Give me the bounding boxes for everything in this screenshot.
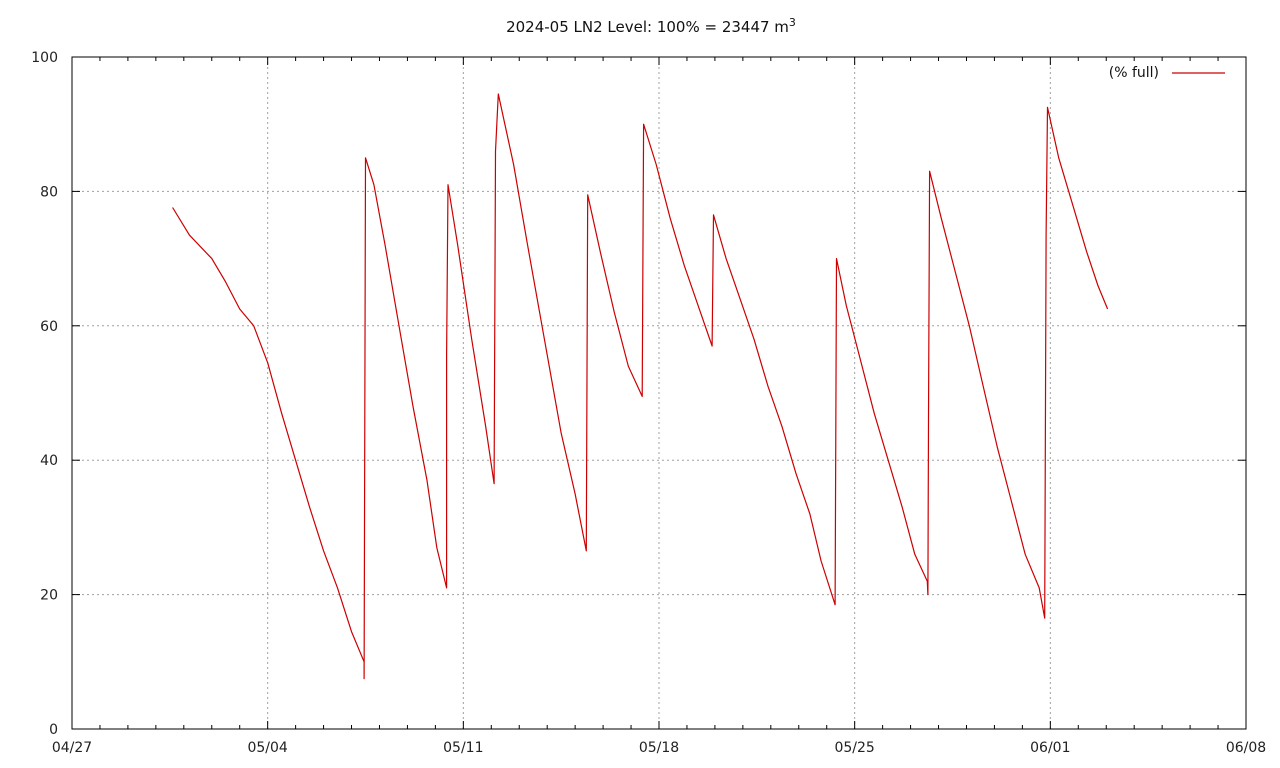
chart-title-text: 2024-05 LN2 Level: 100% = 23447 m (506, 18, 789, 36)
legend-label: (% full) (1109, 65, 1159, 81)
y-tick-label: 80 (40, 184, 58, 200)
y-tick-label: 60 (40, 319, 58, 335)
plot-frame (71, 56, 1247, 730)
axis-tick-labels: 0 20 40 60 80 100 04/27 05/04 05/11 05/18 05/25 06/… (31, 50, 1266, 756)
grid (72, 57, 1246, 729)
y-tick-label: 20 (40, 588, 58, 604)
y-tick-label: 0 (49, 722, 58, 738)
series-lines (172, 93, 1109, 680)
y-tick-label: 100 (31, 50, 58, 66)
legend: (% full) (1109, 65, 1225, 81)
x-tick-label: 05/11 (443, 740, 483, 756)
chart-title-superscript: 3 (789, 16, 796, 29)
x-tick-label: 06/08 (1226, 740, 1266, 756)
y-tick-label: 40 (40, 453, 58, 469)
axis-ticks (71, 56, 1247, 730)
x-tick-label: 06/01 (1030, 740, 1070, 756)
x-tick-label: 05/25 (834, 740, 874, 756)
x-tick-label: 05/04 (247, 740, 287, 756)
chart-title: 2024-05 LN2 Level: 100% = 23447 m3 (506, 16, 796, 36)
x-tick-label: 04/27 (52, 740, 92, 756)
series-line (172, 93, 1109, 680)
x-tick-label: 05/18 (639, 740, 679, 756)
